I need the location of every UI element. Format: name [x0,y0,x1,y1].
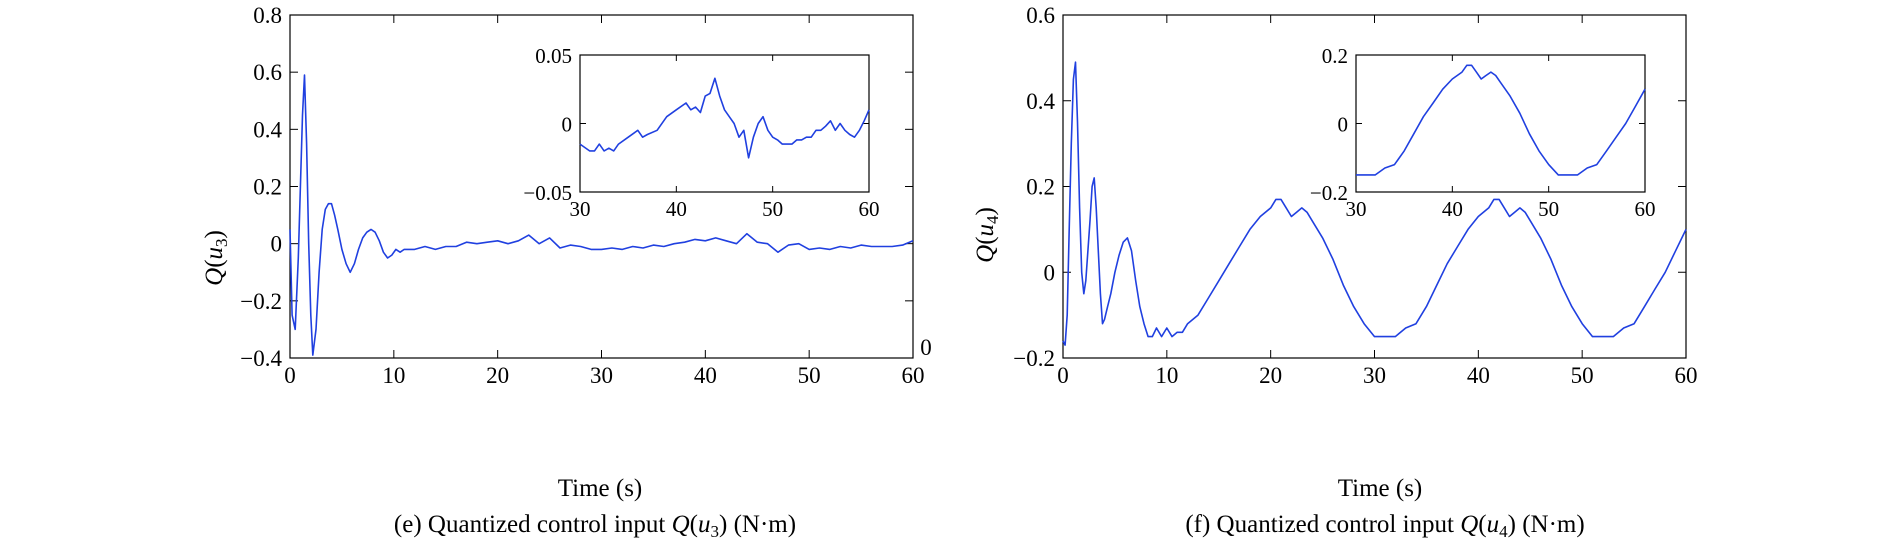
inset-f-series-line [1356,64,1646,176]
inset-e-ytick-label: 0 [562,113,573,137]
main-e-ytick-label: 0 [271,232,283,257]
x-axis-label-f: Time (s) [1338,475,1423,502]
main-e-xtick-label: 10 [382,363,405,388]
caption-e: (e) Quantized control input Q(u3) (N·m) [394,511,796,541]
main-f-ytick-label: 0 [1044,260,1056,285]
main-f-series-line [1062,61,1687,346]
inset-f-ytick-label: 0.2 [1322,44,1348,68]
inset-e-series-line [579,77,870,159]
main-e-series-line [289,74,914,356]
inset-e-xtick-label: 60 [859,197,880,221]
main-f-xtick-label: 50 [1571,363,1594,388]
main-f-xtick-label: 0 [1057,363,1069,388]
caption-f: (f) Quantized control input Q(u4) (N·m) [1185,511,1584,541]
main-e-ytick-label: −0.2 [240,289,282,314]
inset-f-frame [1355,54,1646,193]
main-e-ytick-label: 0.8 [253,3,282,28]
main-f-xtick-label: 30 [1363,363,1386,388]
y-axis-label-e: Q(u3) [201,230,231,286]
main-f-xtick-label: 60 [1675,363,1698,388]
main-f-ytick-label: 0.2 [1026,175,1055,200]
main-e-xtick-label: 0 [284,363,296,388]
panel-e: 0 10 20 30 40 50 60 −0.4 −0.2 0 0.2 0.4 0.6 0.8 30 40 5… [201,3,932,541]
x-axis-label-e: Time (s) [558,475,643,502]
main-e-xtick-label: 40 [694,363,717,388]
inset-f-xtick-label: 40 [1442,197,1463,221]
main-f-ytick-label: 0.6 [1026,3,1055,28]
stray-text-e: 0 [920,335,932,360]
main-f-ytick-label: 0.4 [1026,89,1055,114]
main-f-xtick-label: 20 [1259,363,1282,388]
inset-f-xtick-label: 30 [1346,197,1367,221]
inset-f-xtick-label: 60 [1635,197,1656,221]
inset-e-xtick-label: 50 [762,197,783,221]
main-e-ytick-label: 0.6 [253,60,282,85]
inset-f-ytick-label: 0 [1338,113,1349,137]
main-f-xtick-label: 40 [1467,363,1490,388]
inset-f-ytick-label: −0.2 [1310,181,1348,205]
inset-e-xtick-label: 40 [666,197,687,221]
main-e-xtick-label: 30 [590,363,613,388]
y-axis-label-f: Q(u4) [972,207,1002,263]
inset-e-ytick-label: −0.05 [523,181,572,205]
main-e-xtick-label: 50 [798,363,821,388]
inset-e-ytick-label: 0.05 [535,44,572,68]
main-e-ytick-label: 0.4 [253,117,282,142]
inset-e-xtick-label: 30 [570,197,591,221]
main-e-xtick-label: 20 [486,363,509,388]
inset-plot-e: 30 40 50 60 −0.05 0 0.05 [523,44,879,221]
main-e-ytick-label: 0.2 [253,175,282,200]
main-f-ytick-label: −0.2 [1013,346,1055,371]
main-f-xtick-label: 10 [1155,363,1178,388]
inset-plot-f: 30 40 50 60 −0.2 0 0.2 [1310,44,1656,221]
main-e-xtick-label: 60 [902,363,925,388]
inset-f-xtick-label: 50 [1538,197,1559,221]
panel-f: 0 10 20 30 40 50 60−0.200.20.40.6 30 40 50 60−0.2… [972,3,1698,541]
main-e-ytick-label: −0.4 [240,346,282,371]
inset-e-frame [579,54,870,193]
